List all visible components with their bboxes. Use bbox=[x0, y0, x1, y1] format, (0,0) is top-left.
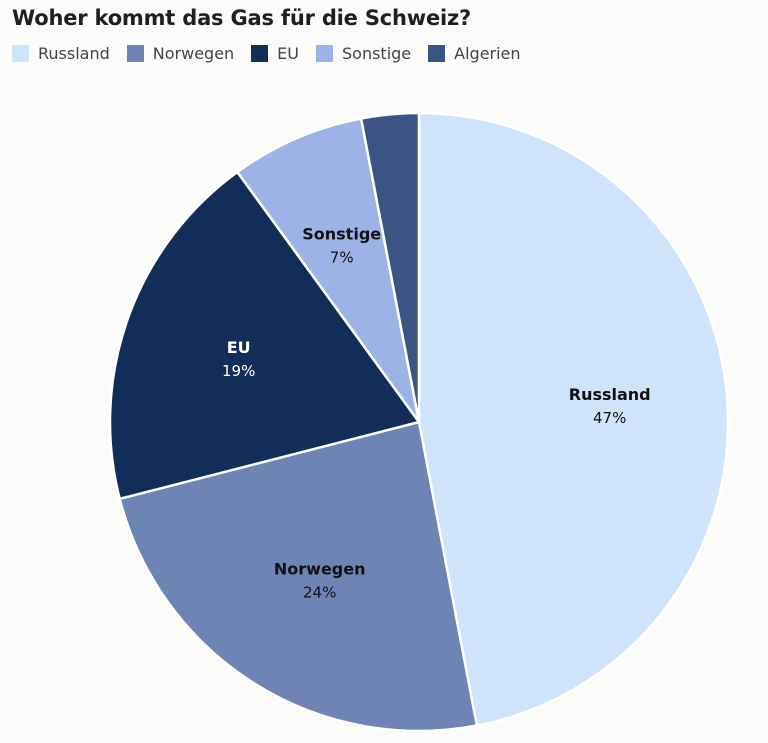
slice-label-name-norwegen: Norwegen bbox=[274, 560, 366, 579]
legend-label-norwegen: Norwegen bbox=[152, 44, 235, 63]
chart-legend: Russland Norwegen EU Sonstige Algerien bbox=[12, 44, 538, 63]
legend-item-norwegen: Norwegen bbox=[126, 44, 235, 63]
pie-slice-norwegen bbox=[118, 420, 479, 733]
legend-swatch-sonstige bbox=[316, 45, 333, 62]
pie-slice-russland bbox=[417, 111, 730, 727]
legend-swatch-algerien bbox=[428, 45, 446, 62]
legend-item-eu: EU bbox=[251, 44, 299, 63]
legend-item-algerien: Algerien bbox=[428, 44, 521, 63]
pie-slice-sonstige bbox=[236, 117, 421, 424]
legend-swatch-norwegen bbox=[126, 45, 144, 62]
legend-label-russland: Russland bbox=[38, 44, 110, 63]
chart-title: Woher kommt das Gas für die Schweiz? bbox=[12, 6, 471, 30]
legend-label-eu: EU bbox=[277, 44, 299, 63]
legend-swatch-eu bbox=[251, 45, 269, 62]
slice-label-value-eu: 19% bbox=[222, 362, 255, 380]
slice-label-name-sonstige: Sonstige bbox=[302, 224, 381, 243]
pie-slices bbox=[108, 111, 730, 733]
pie-slice-eu bbox=[108, 170, 421, 501]
slice-label-name-eu: EU bbox=[227, 338, 251, 357]
slice-label-value-russland: 47% bbox=[593, 409, 626, 427]
legend-item-sonstige: Sonstige bbox=[316, 44, 411, 63]
legend-label-sonstige: Sonstige bbox=[342, 44, 412, 63]
slice-label-value-norwegen: 24% bbox=[303, 584, 336, 602]
legend-item-russland: Russland bbox=[12, 44, 110, 63]
pie-labels: Russland 47% Norwegen 24% EU 19% Sonstige 7% bbox=[222, 224, 651, 601]
legend-label-algerien: Algerien bbox=[454, 44, 521, 63]
legend-swatch-russland bbox=[12, 45, 29, 62]
slice-label-value-sonstige: 7% bbox=[330, 248, 354, 266]
slice-label-name-russland: Russland bbox=[569, 385, 651, 404]
pie-slice-algerien bbox=[359, 111, 421, 424]
